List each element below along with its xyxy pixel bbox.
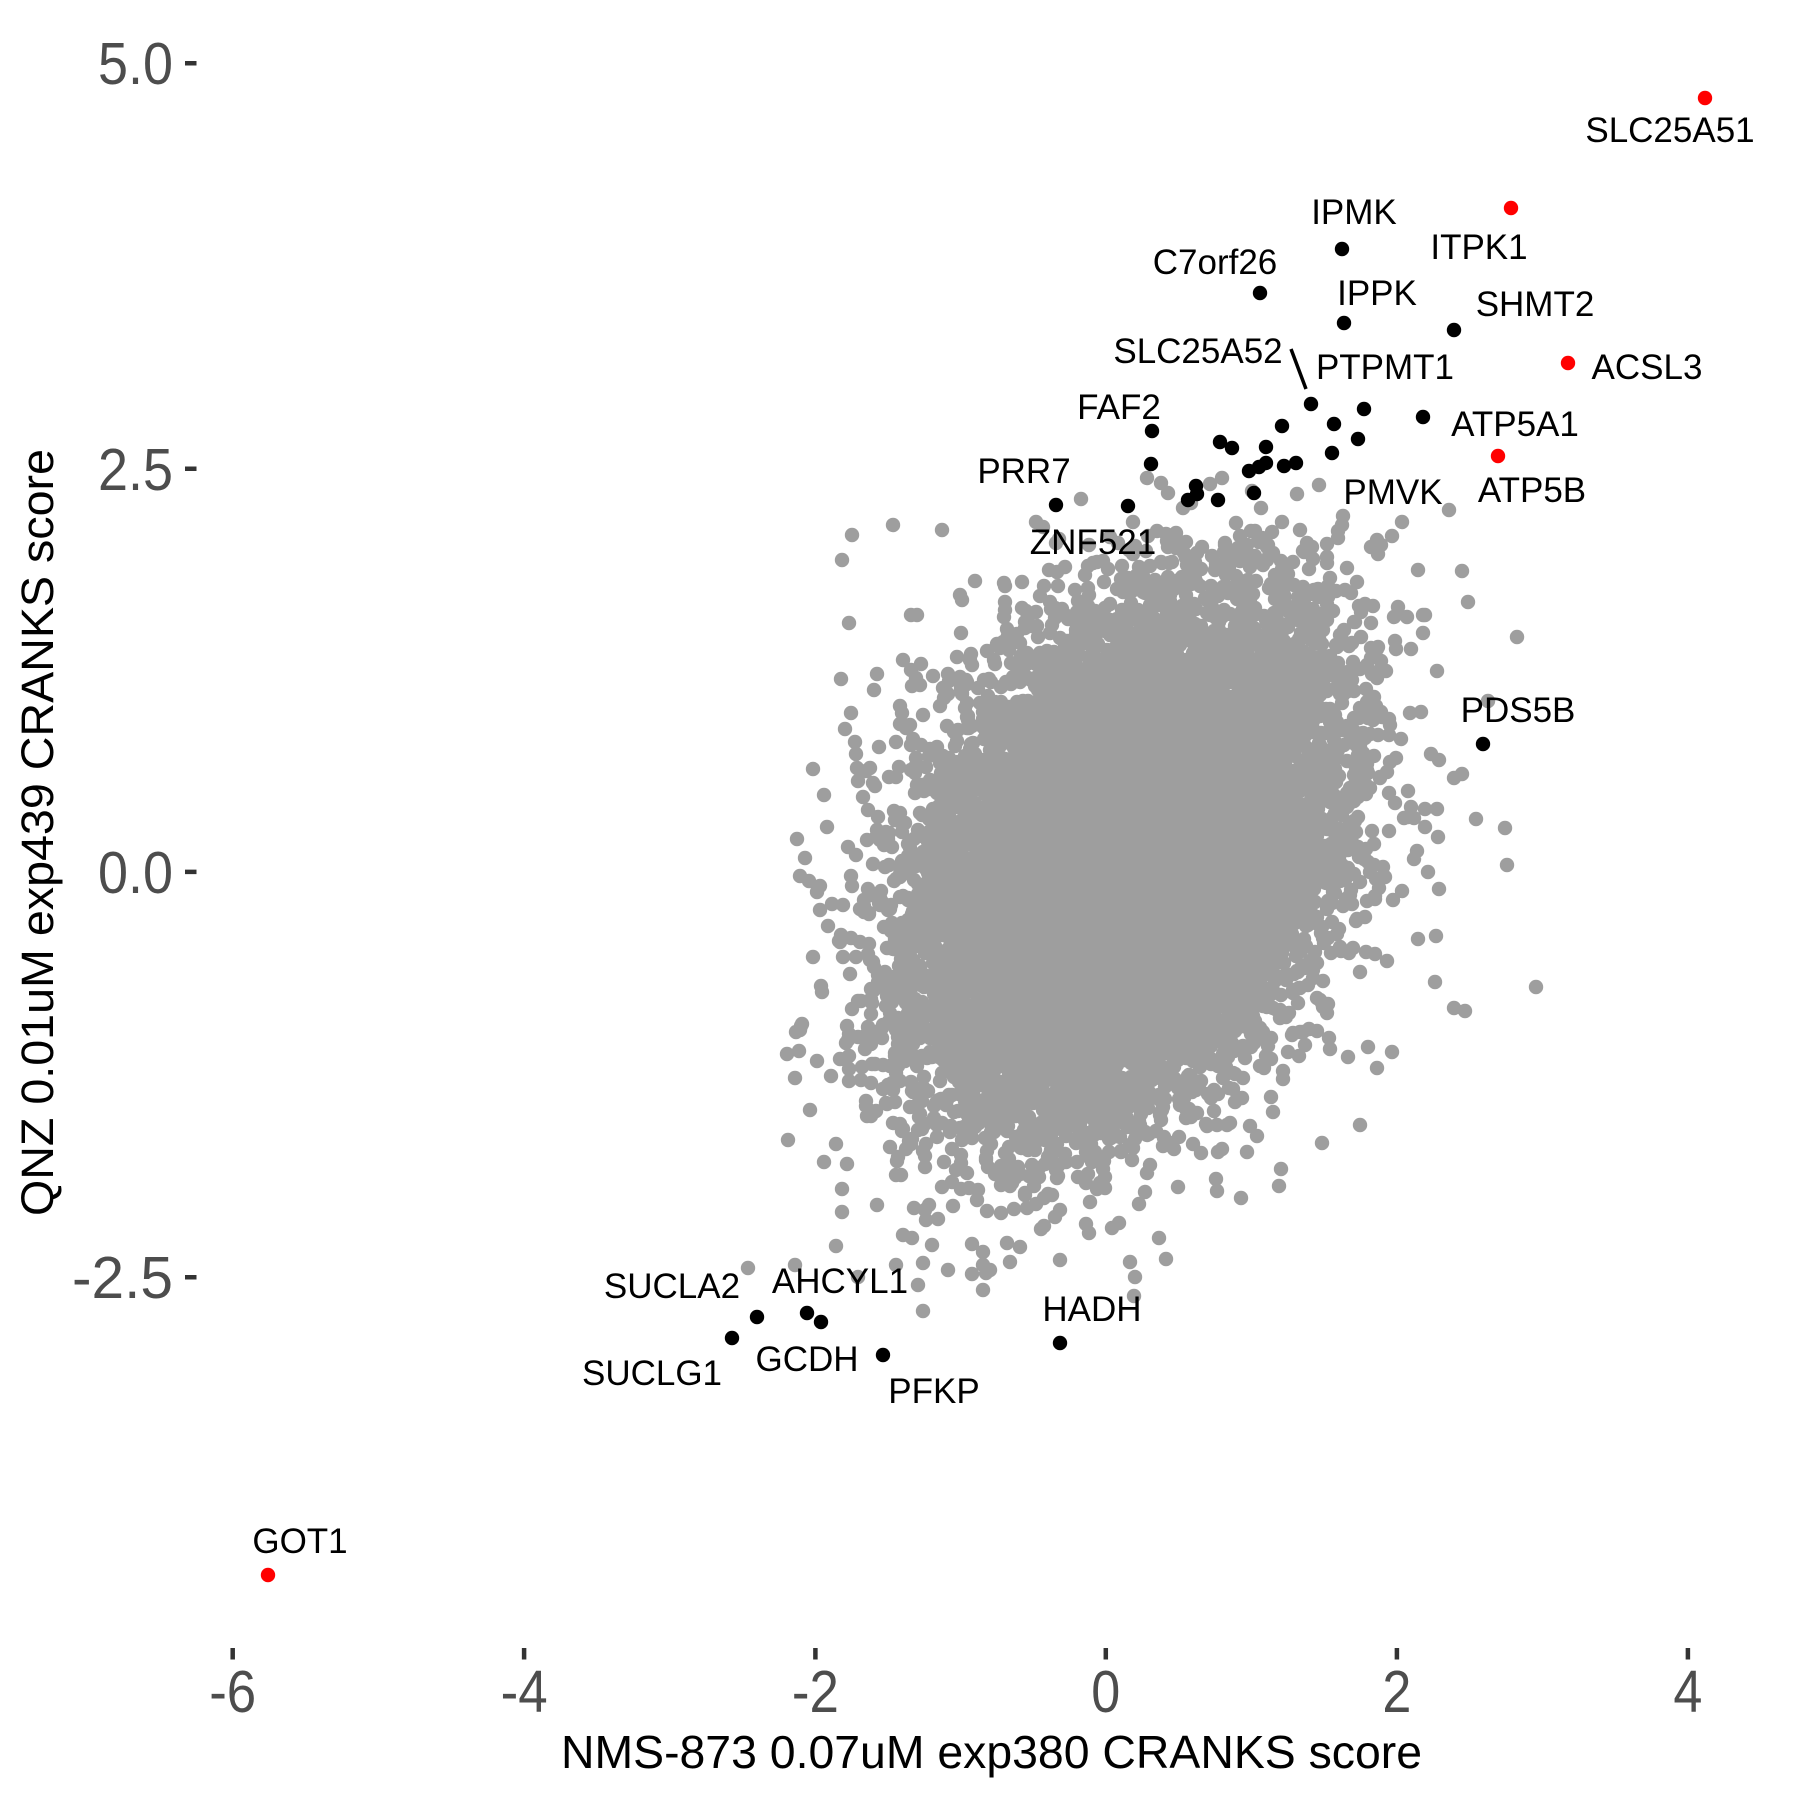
svg-text:PFKP: PFKP <box>888 1372 979 1411</box>
svg-text:SLC25A51: SLC25A51 <box>1585 111 1754 150</box>
svg-text:SHMT2: SHMT2 <box>1476 285 1595 324</box>
svg-text:QNZ 0.01uM exp439 CRANKS score: QNZ 0.01uM exp439 CRANKS score <box>12 449 63 1216</box>
svg-text:FAF2: FAF2 <box>1077 388 1161 427</box>
svg-text:-2: -2 <box>792 1659 839 1725</box>
svg-text:IPMK: IPMK <box>1311 193 1397 232</box>
svg-text:-2.5: -2.5 <box>72 1245 173 1311</box>
svg-text:GOT1: GOT1 <box>252 1522 347 1561</box>
svg-text:SUCLG1: SUCLG1 <box>582 1354 722 1393</box>
svg-text:ATP5A1: ATP5A1 <box>1451 405 1579 444</box>
svg-text:-4: -4 <box>501 1659 548 1725</box>
svg-text:GCDH: GCDH <box>755 1340 858 1379</box>
svg-text:NMS-873 0.07uM exp380 CRANKS s: NMS-873 0.07uM exp380 CRANKS score <box>561 1726 1422 1778</box>
svg-text:PTPMT1: PTPMT1 <box>1316 348 1454 387</box>
svg-text:2.5: 2.5 <box>98 437 173 503</box>
svg-text:0: 0 <box>1091 1659 1120 1725</box>
svg-text:4: 4 <box>1673 1659 1702 1725</box>
svg-text:ITPK1: ITPK1 <box>1430 228 1527 267</box>
svg-text:PDS5B: PDS5B <box>1461 691 1576 730</box>
svg-text:ATP5B: ATP5B <box>1478 471 1586 510</box>
svg-text:HADH: HADH <box>1042 1290 1141 1329</box>
svg-text:5.0: 5.0 <box>98 31 173 97</box>
svg-text:ACSL3: ACSL3 <box>1592 348 1703 387</box>
svg-text:PMVK: PMVK <box>1343 473 1442 512</box>
svg-text:2: 2 <box>1382 1659 1411 1725</box>
svg-text:IPPK: IPPK <box>1337 274 1417 313</box>
svg-text:PRR7: PRR7 <box>977 452 1070 491</box>
svg-text:-6: -6 <box>209 1659 256 1725</box>
svg-text:SLC25A52: SLC25A52 <box>1113 332 1282 371</box>
svg-text:ZNF521: ZNF521 <box>1030 523 1156 562</box>
svg-text:0.0: 0.0 <box>98 840 173 906</box>
svg-text:SUCLA2: SUCLA2 <box>604 1267 740 1306</box>
svg-text:C7orf26: C7orf26 <box>1153 243 1278 282</box>
svg-text:AHCYL1: AHCYL1 <box>772 1262 908 1301</box>
